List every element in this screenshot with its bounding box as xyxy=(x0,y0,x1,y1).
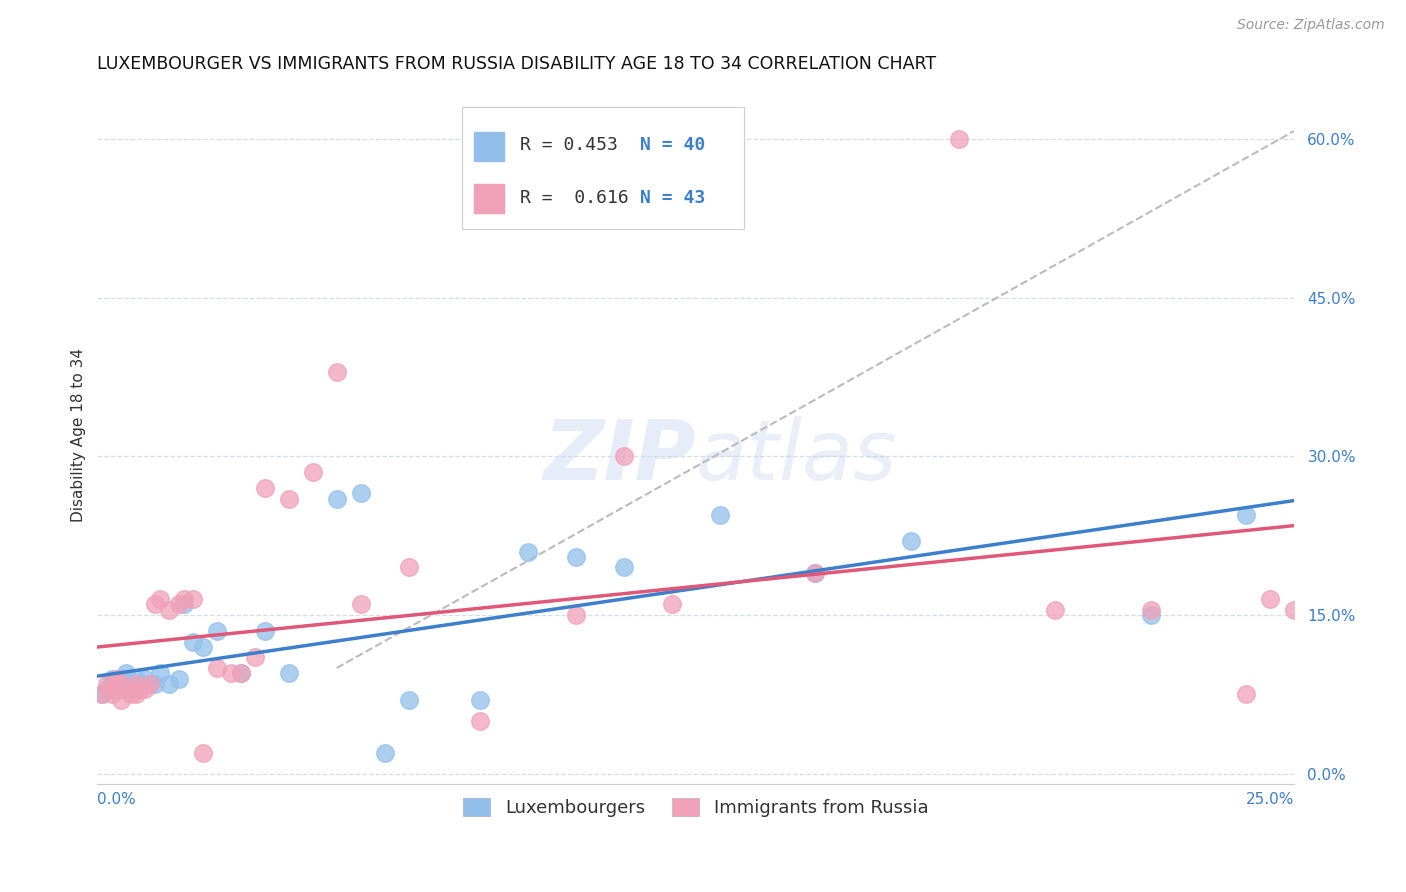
Point xyxy=(139,677,162,691)
Point xyxy=(181,592,204,607)
Point xyxy=(325,491,347,506)
Point xyxy=(129,682,152,697)
Point xyxy=(1258,592,1281,607)
Point xyxy=(120,682,142,697)
Point xyxy=(120,677,142,691)
Point xyxy=(129,682,152,697)
Point xyxy=(110,672,132,686)
Point xyxy=(398,692,420,706)
Point xyxy=(181,634,204,648)
Point xyxy=(709,508,731,522)
Point xyxy=(374,746,396,760)
Point xyxy=(115,682,138,697)
Point xyxy=(191,746,214,760)
Point xyxy=(91,688,114,702)
Point xyxy=(100,688,122,702)
Point xyxy=(325,365,347,379)
FancyBboxPatch shape xyxy=(474,132,505,161)
Point xyxy=(100,682,122,697)
Point xyxy=(157,677,180,691)
Text: 25.0%: 25.0% xyxy=(1246,792,1294,807)
Point xyxy=(1139,608,1161,623)
Point xyxy=(143,677,166,691)
Point xyxy=(565,608,588,623)
Point xyxy=(134,682,156,697)
Text: N = 40: N = 40 xyxy=(640,136,704,154)
Point xyxy=(110,692,132,706)
Point xyxy=(565,549,588,564)
Point xyxy=(350,598,373,612)
Point xyxy=(149,666,172,681)
Point xyxy=(115,666,138,681)
Point xyxy=(139,677,162,691)
Point xyxy=(1043,603,1066,617)
Point xyxy=(191,640,214,654)
Point xyxy=(205,661,228,675)
Text: ZIP: ZIP xyxy=(543,416,696,497)
Point xyxy=(900,533,922,548)
Point xyxy=(105,672,128,686)
Point xyxy=(398,560,420,574)
Point xyxy=(96,677,118,691)
Point xyxy=(229,666,252,681)
Point xyxy=(229,666,252,681)
Point xyxy=(110,677,132,691)
Text: LUXEMBOURGER VS IMMIGRANTS FROM RUSSIA DISABILITY AGE 18 TO 34 CORRELATION CHART: LUXEMBOURGER VS IMMIGRANTS FROM RUSSIA D… xyxy=(97,55,936,73)
Point xyxy=(1282,603,1305,617)
Point xyxy=(253,624,276,638)
Point xyxy=(470,692,492,706)
Point xyxy=(100,672,122,686)
Legend: Luxembourgers, Immigrants from Russia: Luxembourgers, Immigrants from Russia xyxy=(456,790,935,824)
Point xyxy=(517,544,540,558)
Point xyxy=(167,672,190,686)
Point xyxy=(134,672,156,686)
Point xyxy=(1234,508,1257,522)
Point xyxy=(804,566,827,580)
Point xyxy=(124,688,146,702)
Text: R = 0.453: R = 0.453 xyxy=(520,136,617,154)
Point xyxy=(110,677,132,691)
Point xyxy=(1139,603,1161,617)
Text: R =  0.616: R = 0.616 xyxy=(520,188,628,207)
Point xyxy=(277,666,299,681)
Point xyxy=(804,566,827,580)
Point xyxy=(301,465,323,479)
Point xyxy=(245,650,267,665)
FancyBboxPatch shape xyxy=(463,107,744,229)
Point xyxy=(173,592,195,607)
Point xyxy=(948,132,970,146)
Point xyxy=(350,486,373,500)
Text: 0.0%: 0.0% xyxy=(97,792,136,807)
Point xyxy=(470,714,492,728)
Point xyxy=(277,491,299,506)
Point xyxy=(613,560,636,574)
Point xyxy=(91,688,114,702)
Point xyxy=(1234,688,1257,702)
Point xyxy=(100,677,122,691)
Point xyxy=(105,672,128,686)
Point xyxy=(96,682,118,697)
Text: Source: ZipAtlas.com: Source: ZipAtlas.com xyxy=(1237,18,1385,31)
Point xyxy=(661,598,683,612)
FancyBboxPatch shape xyxy=(474,184,505,213)
Point xyxy=(120,688,142,702)
Point xyxy=(205,624,228,638)
Point xyxy=(124,672,146,686)
Y-axis label: Disability Age 18 to 34: Disability Age 18 to 34 xyxy=(72,348,86,522)
Text: N = 43: N = 43 xyxy=(640,188,704,207)
Point xyxy=(105,677,128,691)
Text: atlas: atlas xyxy=(696,416,897,497)
Point xyxy=(167,598,190,612)
Point xyxy=(115,682,138,697)
Point xyxy=(221,666,243,681)
Point xyxy=(105,682,128,697)
Point xyxy=(149,592,172,607)
Point xyxy=(143,598,166,612)
Point xyxy=(613,450,636,464)
Point xyxy=(157,603,180,617)
Point xyxy=(253,481,276,495)
Point xyxy=(124,677,146,691)
Point xyxy=(173,598,195,612)
